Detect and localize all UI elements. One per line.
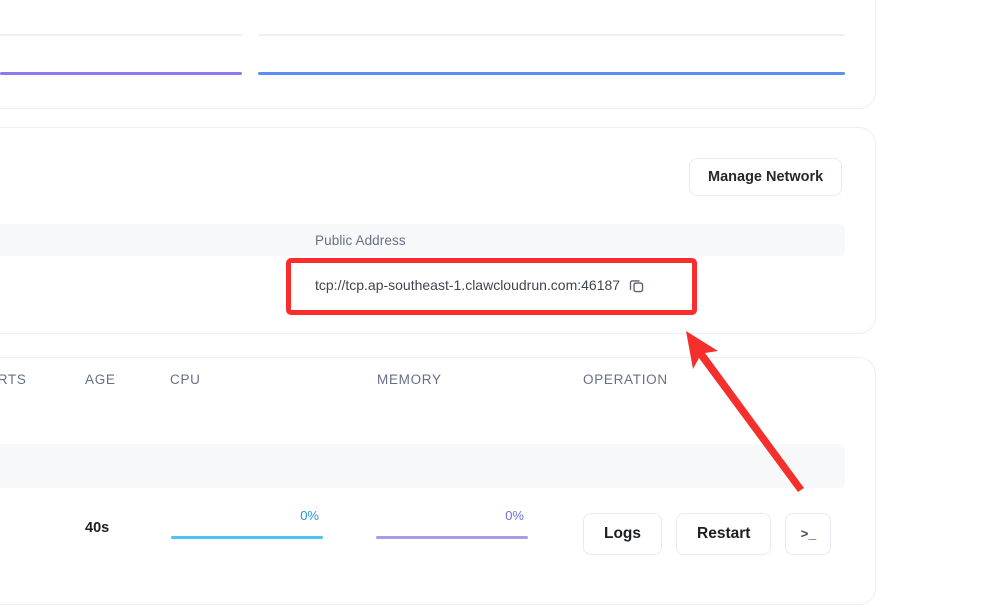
- cpu-usage-line: [171, 536, 323, 539]
- network-card: Manage Network Public Address r.local:25…: [0, 128, 875, 333]
- monitor-card: [0, 0, 875, 108]
- pod-memory-usage: 0%: [376, 508, 528, 548]
- column-header-cpu: CPU: [170, 372, 201, 387]
- pod-cpu-usage: 0%: [171, 508, 323, 548]
- logs-button[interactable]: Logs: [583, 513, 663, 555]
- network-table-header: Public Address: [0, 224, 845, 256]
- cpu-usage-label: 0%: [300, 508, 319, 523]
- column-header-public-address: Public Address: [315, 232, 406, 248]
- pods-table-header: [0, 444, 845, 488]
- memory-series-line: [258, 72, 845, 75]
- cpu-series-line: [0, 72, 242, 75]
- pod-operations: Logs Restart >_: [583, 513, 832, 555]
- cpu-mini-chart: [0, 0, 242, 92]
- network-table-row: r.local:25500 tcp://tcp.ap-southeast-1.c…: [0, 256, 845, 314]
- public-address-value: tcp://tcp.ap-southeast-1.clawcloudrun.co…: [315, 277, 621, 293]
- memory-usage-label: 0%: [505, 508, 524, 523]
- memory-mini-chart: [258, 0, 845, 92]
- column-header-memory: MEMORY: [377, 372, 442, 387]
- pod-age-value: 40s: [85, 520, 110, 536]
- memory-usage-line: [376, 536, 528, 539]
- pods-card: ARTS AGE CPU MEMORY OPERATION 40s 0% 0% …: [0, 358, 875, 604]
- chart-gridline: [258, 34, 845, 36]
- column-header-age: AGE: [85, 372, 116, 387]
- public-address-cell: tcp://tcp.ap-southeast-1.clawcloudrun.co…: [315, 277, 645, 294]
- terminal-icon[interactable]: >_: [785, 513, 832, 555]
- chart-gridline: [0, 34, 242, 36]
- restart-button[interactable]: Restart: [676, 513, 772, 555]
- copy-icon[interactable]: [628, 277, 645, 294]
- manage-network-button[interactable]: Manage Network: [689, 158, 843, 196]
- column-header-restarts: ARTS: [0, 372, 27, 387]
- column-header-operation: OPERATION: [583, 372, 668, 387]
